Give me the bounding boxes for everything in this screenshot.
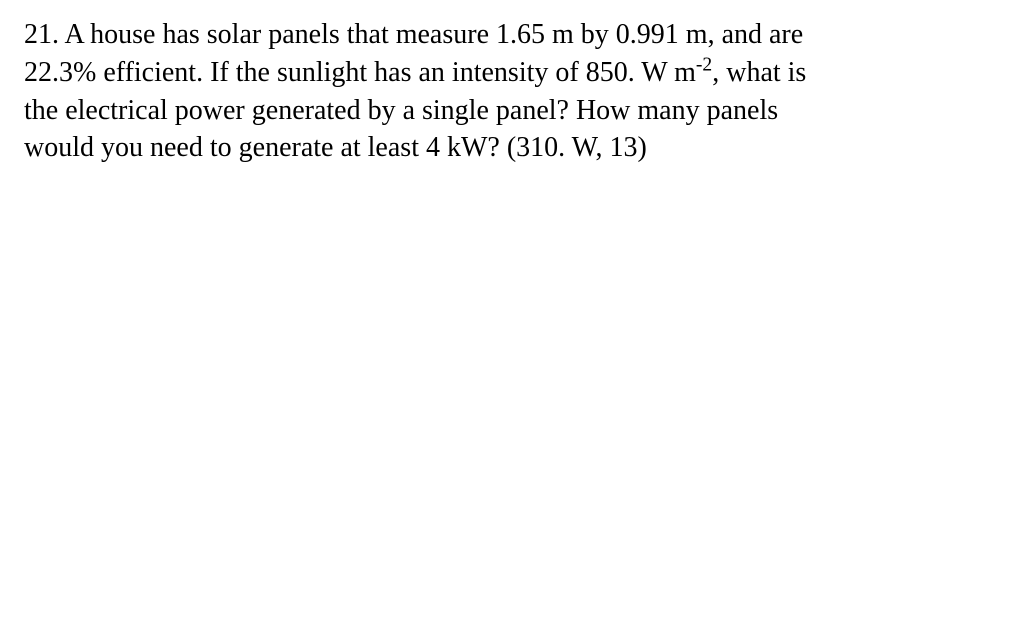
line-4: would you need to generate at least 4 kW… <box>24 132 647 163</box>
superscript-exponent: -2 <box>696 54 712 75</box>
line-3: the electrical power generated by a sing… <box>24 95 778 126</box>
line-2-part2: , what is <box>712 57 806 88</box>
line-1: 21. A house has solar panels that measur… <box>24 19 803 50</box>
line-2-part1: 22.3% efficient. If the sunlight has an … <box>24 57 696 88</box>
problem-text: 21. A house has solar panels that measur… <box>24 16 1000 167</box>
